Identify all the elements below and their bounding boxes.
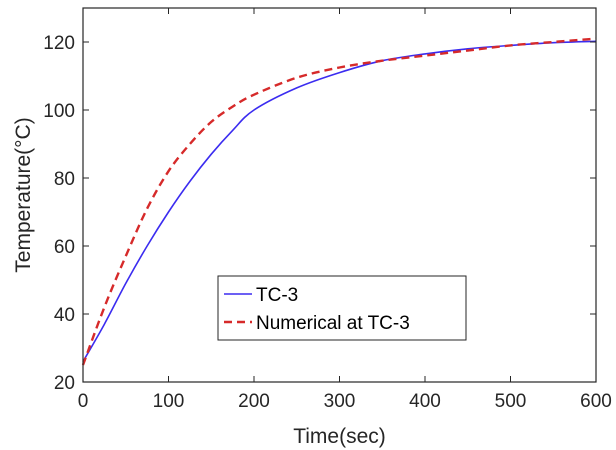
series-line-tc-3 — [82, 40, 597, 362]
x-axis-label: Time(sec) — [293, 425, 386, 448]
y-tick-label: 20 — [54, 373, 75, 394]
y-tick-label: 100 — [43, 101, 75, 122]
y-tick-label: 60 — [54, 237, 75, 258]
series-line-numerical — [81, 37, 597, 366]
x-tick-label: 500 — [495, 391, 527, 412]
y-axis-label: Temperature(°C) — [12, 117, 35, 272]
y-tick-label: 120 — [43, 33, 75, 54]
legend-entry-numerical: Numerical at TC-3 — [256, 313, 410, 334]
x-axis: 0 100 200 300 400 500 600 — [78, 8, 612, 412]
x-tick-label: 100 — [153, 391, 185, 412]
legend-entry-tc-3: TC-3 — [256, 285, 298, 306]
x-tick-label: 300 — [324, 391, 356, 412]
y-axis: 20 40 60 80 100 120 — [43, 33, 596, 394]
x-tick-label: 200 — [238, 391, 270, 412]
plot-lines — [81, 37, 597, 366]
x-tick-label: 0 — [78, 391, 89, 412]
x-tick-label: 400 — [409, 391, 441, 412]
legend: TC-3 Numerical at TC-3 — [217, 275, 467, 341]
y-tick-label: 40 — [54, 305, 75, 326]
legend-box — [217, 275, 467, 341]
y-tick-label: 80 — [54, 169, 75, 190]
x-tick-label: 600 — [580, 391, 612, 412]
